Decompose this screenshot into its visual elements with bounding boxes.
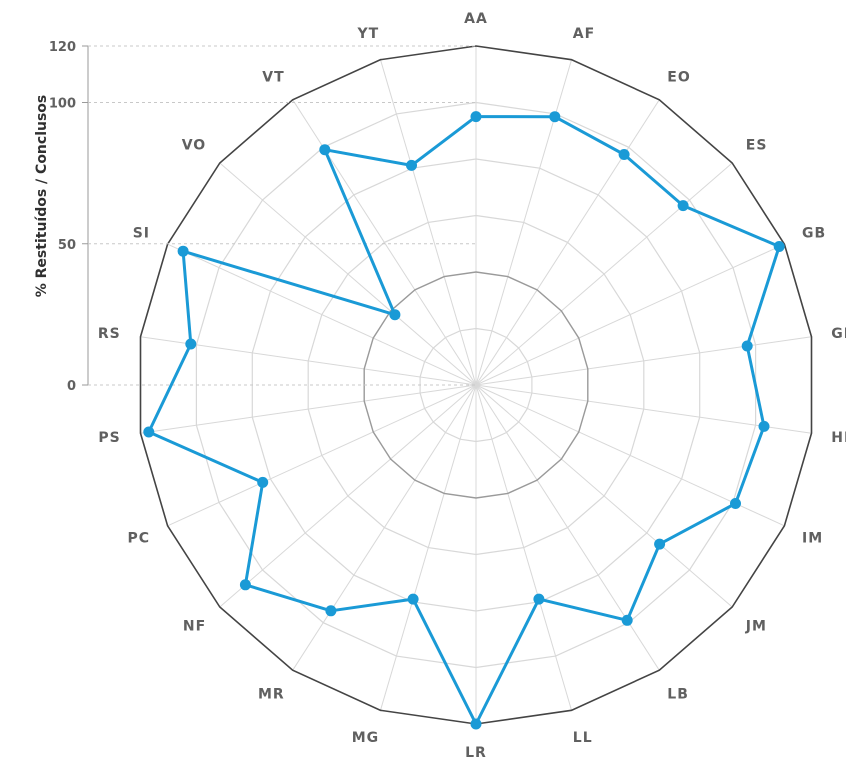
category-label-gr: GR: [831, 326, 846, 342]
data-point-vt: [319, 144, 331, 156]
data-point-es: [677, 200, 689, 212]
data-point-nf: [239, 579, 251, 591]
data-point-si: [177, 245, 189, 257]
grid-ring-80: [251, 158, 701, 612]
y-tick-label-50: 50: [58, 238, 76, 253]
data-point-eo: [618, 149, 630, 160]
data-point-aa: [470, 111, 482, 123]
value-axis: % Restituídos / Conclusos 0 50 100 120: [34, 40, 476, 394]
data-point-lb: [621, 614, 633, 626]
category-label-im: IM: [802, 531, 823, 547]
category-label-ll: LL: [573, 730, 593, 746]
y-tick-label-0: 0: [67, 379, 76, 394]
category-labels: AA AF EO ES GB GR HM IM JM LB LL LR MG MR NF PC PS RS SI VO…: [98, 11, 846, 758]
series-layer: [143, 111, 785, 730]
data-point-im: [730, 498, 741, 509]
y-tick-label-100: 100: [49, 97, 76, 112]
data-point-ps: [143, 426, 155, 438]
category-label-es: ES: [746, 138, 768, 154]
category-label-lr: LR: [465, 745, 487, 758]
category-label-vt: VT: [262, 69, 284, 85]
grid-layer: [139, 45, 813, 725]
grid-ring-20: [419, 327, 533, 443]
category-label-hm: HM: [831, 430, 846, 446]
data-point-rs: [185, 338, 197, 350]
data-point-mr: [325, 605, 337, 617]
grid-ring-100: [195, 101, 757, 669]
category-label-gb: GB: [802, 226, 826, 242]
category-label-si: SI: [133, 226, 150, 242]
category-label-nf: NF: [183, 618, 206, 634]
data-point-vo: [389, 309, 401, 321]
category-label-vo: VO: [182, 138, 207, 154]
data-point-af: [549, 111, 561, 123]
data-point-pc: [257, 476, 269, 488]
data-point-jm: [654, 538, 666, 550]
grid-ring-40: [363, 271, 589, 499]
data-point-gr: [741, 340, 753, 352]
data-point-ll: [533, 593, 545, 605]
data-point-yt: [406, 159, 417, 171]
category-label-af: AF: [573, 26, 595, 42]
category-label-mr: MR: [258, 687, 285, 703]
data-point-mg: [407, 593, 419, 605]
y-axis-title: % Restituídos / Conclusos: [34, 95, 50, 298]
data-point-hm: [758, 420, 770, 432]
category-label-eo: EO: [667, 69, 690, 85]
y-tick-label-120: 120: [49, 40, 76, 55]
data-point-lr: [470, 718, 482, 730]
category-label-yt: YT: [357, 26, 380, 42]
category-label-aa: AA: [464, 11, 488, 27]
data-point-gb: [773, 241, 785, 252]
category-label-pc: PC: [127, 531, 150, 547]
category-label-mg: MG: [352, 730, 379, 746]
category-label-lb: LB: [667, 687, 689, 703]
grid-ring-60: [307, 214, 645, 556]
category-label-rs: RS: [98, 326, 121, 342]
category-label-ps: PS: [98, 430, 120, 446]
category-label-jm: JM: [745, 618, 767, 634]
